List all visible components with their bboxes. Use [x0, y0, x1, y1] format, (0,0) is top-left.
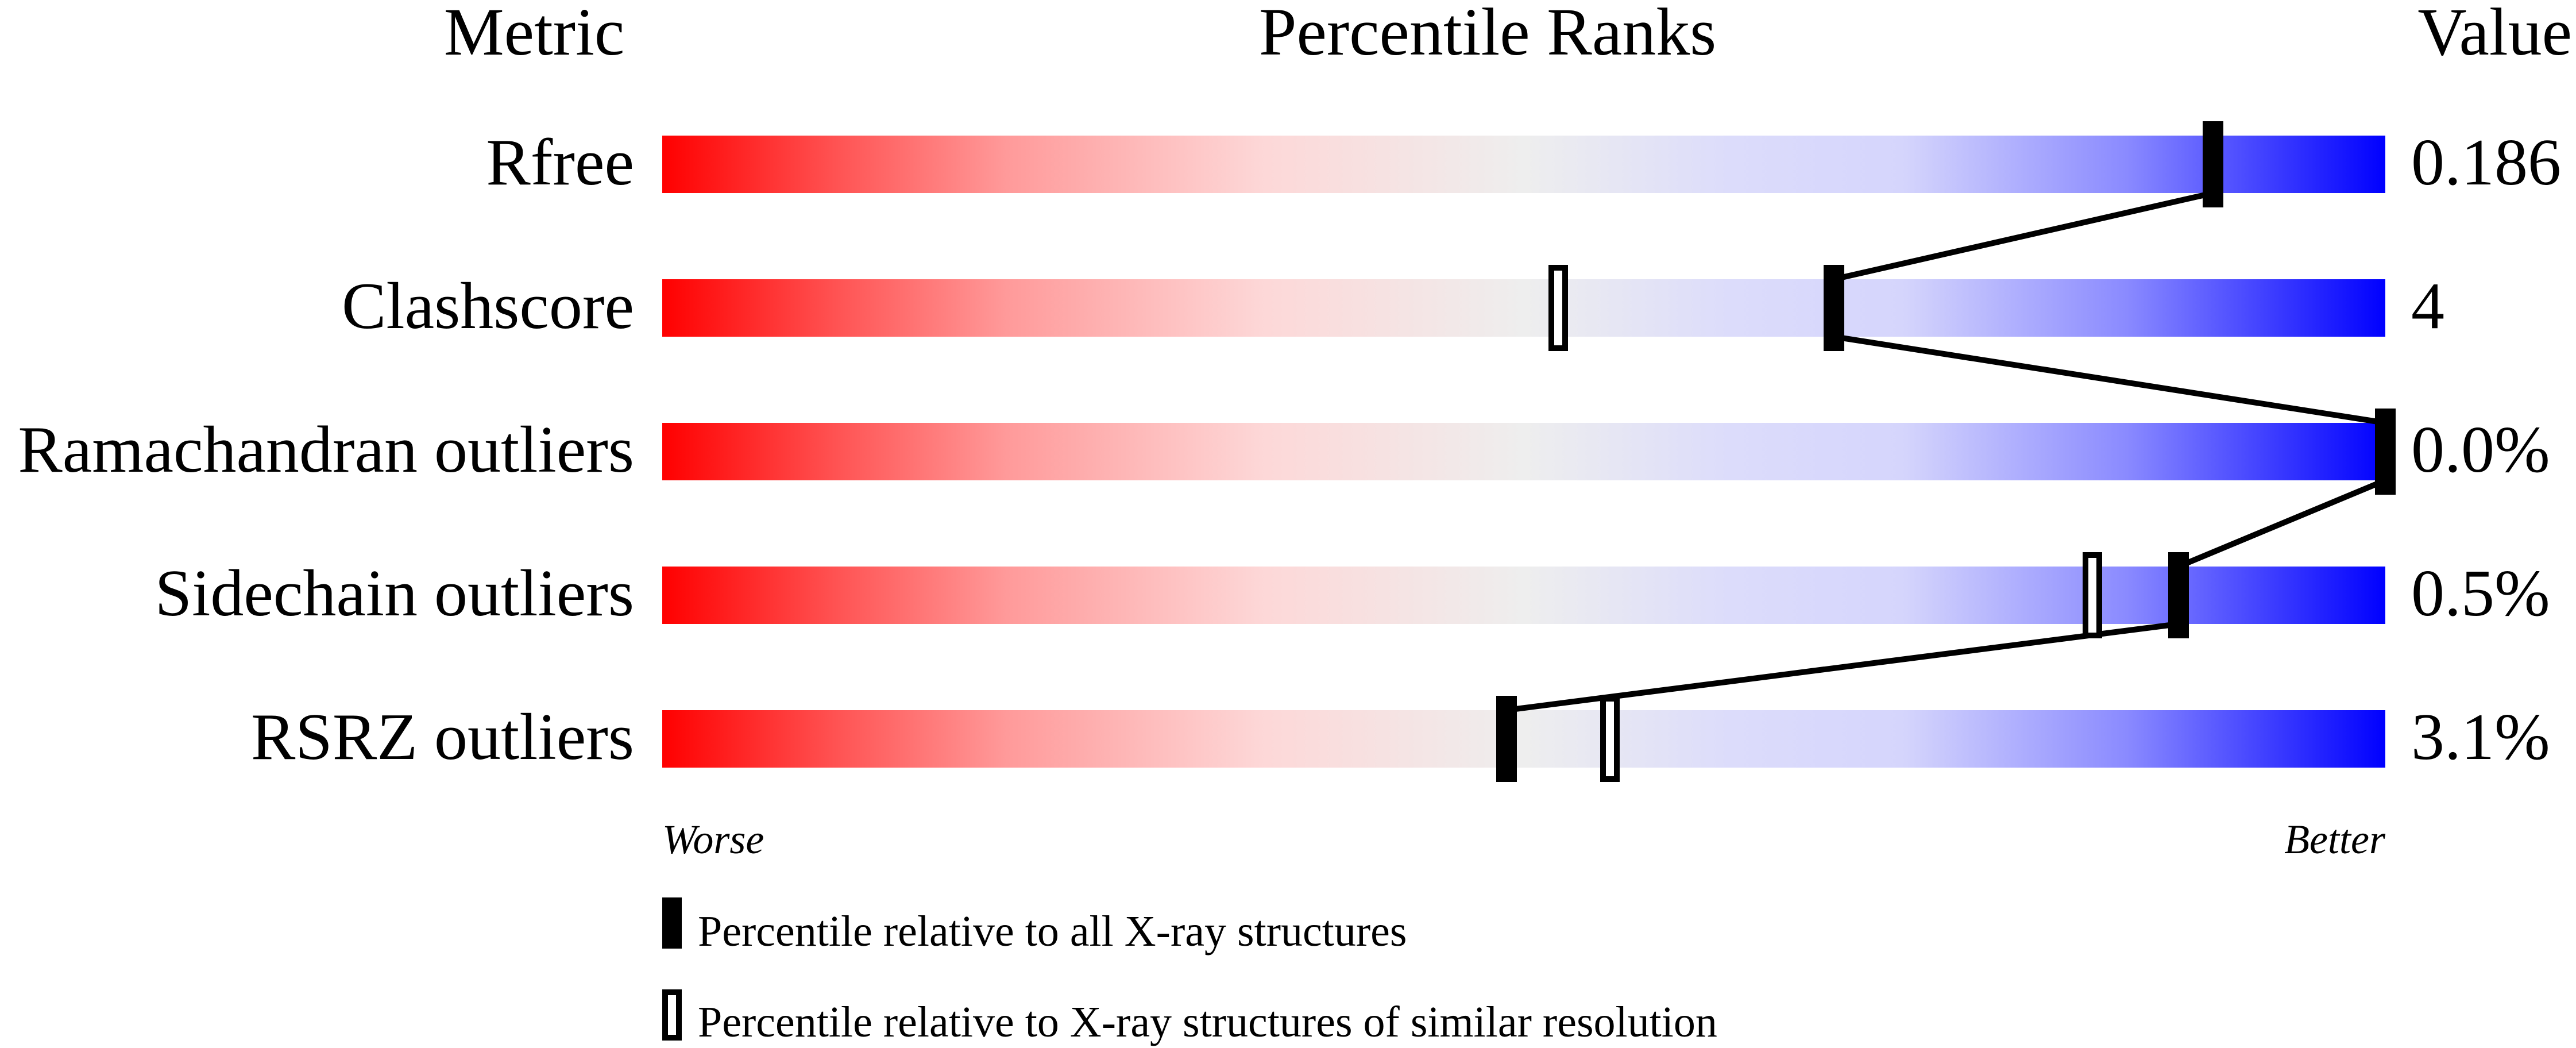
metric-rows: Rfree 0.186 Clashscore 4 Ramachandran outlie… [18, 126, 2561, 774]
marker-similar-resolution [1548, 265, 1568, 351]
percentile-bar [662, 710, 2385, 768]
metric-value: 4 [2411, 269, 2444, 343]
metric-label: RSRZ outliers [251, 700, 634, 774]
metric-value: 0.0% [2411, 413, 2550, 487]
axis-worse-label: Worse [662, 816, 764, 862]
metric-label: Clashscore [342, 269, 634, 343]
percentile-bar [662, 136, 2385, 193]
legend-solid-marker-icon [662, 897, 682, 949]
marker-all-structures [2168, 552, 2189, 638]
metric-label: Rfree [486, 126, 634, 199]
metric-label: Sidechain outliers [155, 557, 634, 630]
connector-line [1833, 334, 2386, 426]
marker-all-structures [2375, 409, 2396, 495]
legend-open-label: Percentile relative to X-ray structures … [698, 998, 1717, 1046]
marker-all-structures [1496, 696, 1517, 782]
legend-solid-label: Percentile relative to all X-ray structu… [698, 907, 1407, 955]
marker-similar-resolution [1600, 696, 1620, 782]
percentile-bar [662, 423, 2385, 480]
connector-line [1833, 190, 2214, 282]
metric-label: Ramachandran outliers [18, 413, 634, 487]
percentile-bar [662, 279, 2385, 337]
metric-value: 3.1% [2411, 700, 2550, 774]
metric-value: 0.186 [2411, 126, 2561, 199]
marker-all-structures [2203, 121, 2223, 207]
marker-all-structures [1824, 265, 1844, 351]
percentile-bar [662, 567, 2385, 624]
axis-better-label: Better [2284, 816, 2386, 862]
marker-similar-resolution [2083, 552, 2102, 638]
percentile-markers [1496, 121, 2396, 782]
header-percentile-ranks: Percentile Ranks [1259, 0, 1716, 70]
connector-line [2177, 477, 2386, 569]
header-metric: Metric [444, 0, 625, 70]
legend-open-marker-icon [662, 989, 682, 1041]
metric-value: 0.5% [2411, 557, 2550, 630]
header-value: Value [2417, 0, 2572, 70]
